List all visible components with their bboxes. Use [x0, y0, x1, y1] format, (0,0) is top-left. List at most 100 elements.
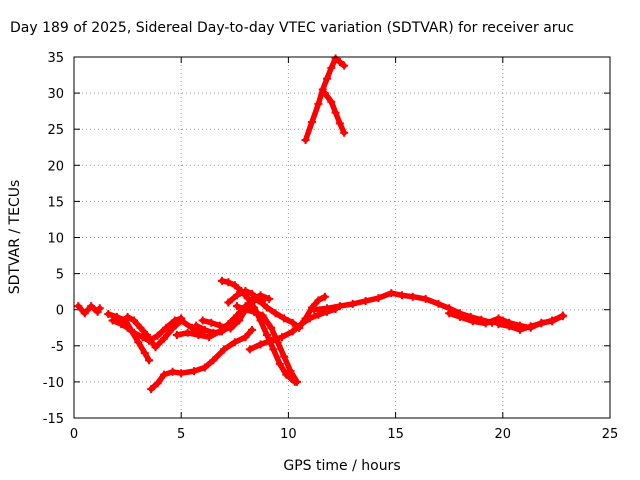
- data-point: [256, 340, 265, 349]
- data-point: [260, 294, 269, 303]
- data-point: [153, 379, 162, 388]
- data-point: [247, 325, 256, 334]
- data-point: [292, 377, 301, 386]
- data-point: [327, 97, 336, 106]
- data-point: [245, 345, 254, 354]
- data-point: [280, 352, 289, 361]
- data-point: [271, 309, 280, 318]
- data-point: [374, 294, 383, 303]
- series-arc-11: [224, 286, 304, 332]
- data-point: [387, 289, 396, 298]
- data-point: [226, 322, 235, 331]
- data-point: [232, 291, 241, 300]
- y-tick-label: 30: [47, 87, 64, 102]
- data-point: [117, 320, 126, 329]
- data-point: [198, 316, 207, 325]
- x-tick-label: 25: [602, 427, 619, 442]
- y-tick-label: 25: [47, 123, 64, 138]
- data-point: [209, 356, 218, 365]
- data-point: [142, 330, 151, 339]
- data-point: [262, 330, 271, 339]
- data-point: [136, 323, 145, 332]
- y-tick-label: 5: [56, 268, 64, 283]
- series-arc-14: [301, 54, 349, 145]
- data-point: [241, 333, 250, 342]
- data-point: [267, 323, 276, 332]
- y-tick-label: -5: [51, 340, 64, 355]
- data-point: [537, 319, 546, 328]
- data-point: [168, 367, 177, 376]
- data-point: [147, 385, 156, 394]
- data-point: [301, 136, 310, 145]
- y-axis-title: SDTVAR / TECUs: [7, 180, 23, 295]
- data-point: [177, 316, 186, 325]
- data-point: [310, 305, 319, 314]
- y-tick-label: 20: [47, 159, 64, 174]
- data-point: [515, 325, 524, 334]
- data-point: [408, 292, 417, 301]
- series-line: [124, 314, 206, 350]
- data-point: [468, 317, 477, 326]
- data-point: [282, 370, 291, 379]
- data-point: [192, 321, 201, 330]
- data-point: [314, 310, 323, 319]
- data-point: [183, 328, 192, 337]
- data-point: [217, 327, 226, 336]
- data-point: [331, 54, 340, 63]
- data-point: [267, 336, 276, 345]
- x-tick-label: 0: [70, 427, 78, 442]
- series-line: [311, 290, 506, 326]
- data-point: [200, 363, 209, 372]
- data-point: [80, 309, 89, 318]
- y-tick-label: 15: [47, 195, 64, 210]
- x-tick-label: 10: [280, 427, 297, 442]
- data-point: [322, 304, 331, 313]
- data-point: [320, 89, 329, 98]
- y-tick-label: 10: [47, 232, 64, 247]
- data-point: [134, 338, 143, 347]
- data-point: [190, 367, 199, 376]
- data-point: [327, 63, 336, 72]
- data-point: [262, 303, 271, 312]
- data-point: [280, 314, 289, 323]
- data-point: [74, 302, 83, 311]
- data-point: [269, 345, 278, 354]
- data-point: [194, 330, 203, 339]
- data-point: [241, 305, 250, 314]
- grid-layer: [74, 57, 610, 418]
- series-arc-01: [74, 302, 104, 318]
- data-point: [301, 314, 310, 323]
- data-point: [205, 333, 214, 342]
- series-line: [302, 55, 347, 143]
- data-point: [104, 310, 113, 319]
- data-point: [331, 108, 340, 117]
- data-point: [288, 327, 297, 336]
- x-tick-label: 15: [387, 427, 404, 442]
- data-point: [200, 325, 209, 334]
- data-point: [123, 312, 132, 321]
- data-point: [348, 299, 357, 308]
- series-line: [109, 315, 184, 344]
- y-tick-label: 35: [47, 51, 64, 66]
- data-point: [123, 323, 132, 332]
- data-point: [314, 99, 323, 108]
- series-arc-15: [320, 89, 349, 137]
- data-point: [153, 331, 162, 340]
- data-point: [307, 117, 316, 126]
- data-point: [108, 316, 117, 325]
- data-point: [145, 356, 154, 365]
- data-point: [224, 278, 233, 287]
- data-point: [247, 289, 256, 298]
- data-point: [340, 61, 349, 70]
- data-point: [548, 316, 557, 325]
- data-point: [215, 321, 224, 330]
- data-point: [434, 299, 443, 308]
- data-point: [288, 318, 297, 327]
- data-point: [95, 304, 104, 313]
- y-tick-label: 0: [56, 304, 64, 319]
- data-point: [217, 276, 226, 285]
- data-point: [505, 322, 514, 331]
- data-point: [398, 291, 407, 300]
- data-point: [320, 292, 329, 301]
